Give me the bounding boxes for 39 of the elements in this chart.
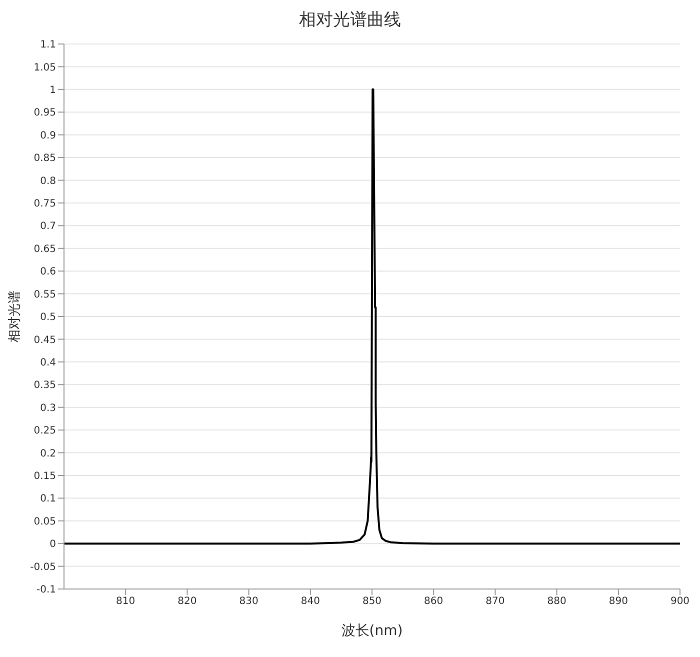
y-tick-label: -0.1 [36,584,56,596]
x-tick-label: 870 [486,596,505,608]
y-tick-label: 1.1 [40,40,56,51]
y-tick-label: 0.95 [34,108,56,119]
y-tick-label: 0.8 [40,176,56,187]
x-tick-label: 840 [300,596,320,608]
y-tick-label: 0.15 [34,471,56,482]
y-tick-label: 1 [50,84,56,96]
y-tick-label: 0.2 [40,448,56,460]
y-tick-label: 0.4 [40,357,56,368]
y-tick-label: 0.35 [34,380,56,392]
y-tick-label: 0.75 [34,198,56,210]
x-tick-label: 890 [608,596,628,608]
x-tick-label: 880 [547,596,566,608]
x-tick-label: 810 [116,596,136,608]
y-tick-label: 0.1 [40,494,56,505]
x-tick-label: 850 [362,596,382,608]
x-axis-title: 波长(nm) [341,623,403,639]
y-tick-label: 0.85 [34,153,56,164]
y-axis-title: 相对光谱 [8,290,23,342]
y-tick-label: -0.05 [30,562,56,573]
y-tick-label: 0.25 [34,426,56,437]
y-tick-label: 0 [50,539,56,550]
y-tick-label: 0.55 [34,289,56,300]
y-tick-label: 0.05 [34,516,56,528]
y-tick-label: 0.9 [40,130,56,142]
x-tick-label: 820 [178,596,197,608]
x-tick-label: 830 [239,596,258,608]
x-tick-label: 860 [424,596,444,608]
y-tick-label: 0.6 [40,266,56,278]
y-tick-label: 0.65 [34,244,56,255]
line-series [64,88,680,545]
y-tick-label: 0.3 [40,402,56,414]
chart-title: 相对光谱曲线 [298,9,402,32]
y-tick-label: 0.45 [34,334,56,346]
y-tick-label: 0.5 [40,312,56,324]
y-tick-label: 0.7 [40,221,56,232]
x-tick-label: 900 [670,596,690,608]
y-tick-label: 1.05 [34,62,56,74]
